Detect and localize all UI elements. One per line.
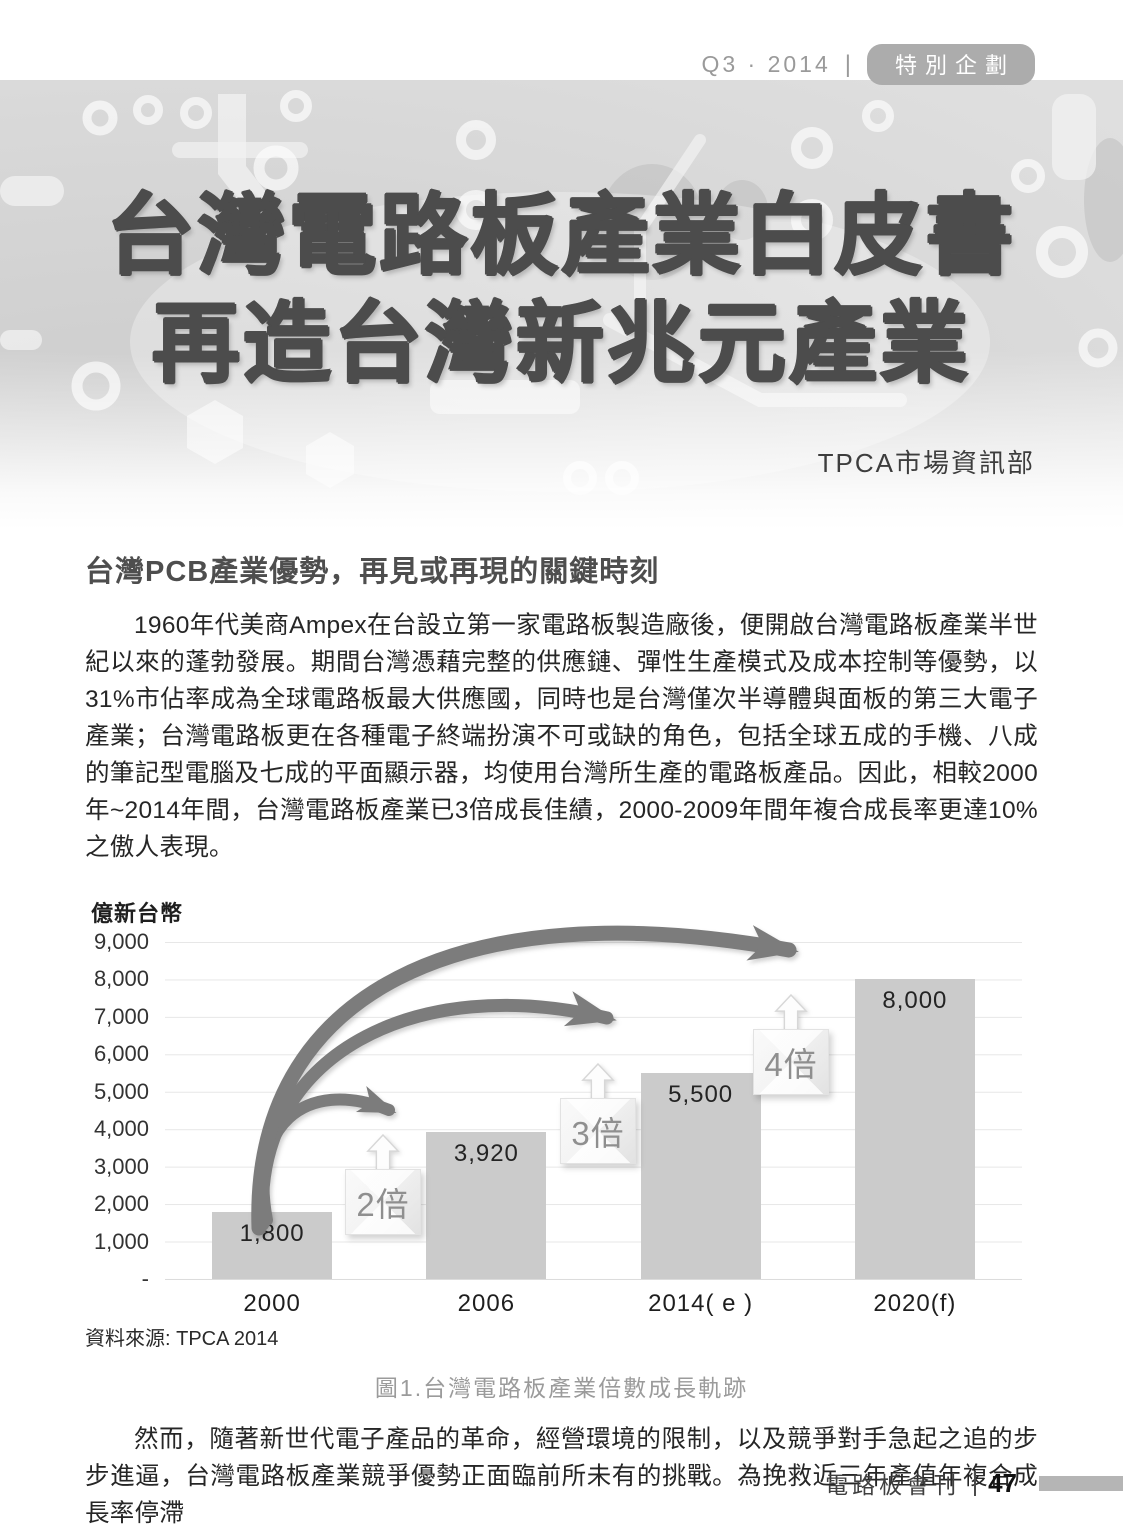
y-axis-tick: 8,000 — [93, 966, 149, 992]
multiplier-label: 2倍 — [345, 1169, 421, 1235]
page-meta: Q3 · 2014 | 特別企劃 — [701, 44, 1035, 85]
page-title-line1: 台灣電路板產業白皮書 — [106, 186, 1017, 285]
up-arrow-icon — [581, 1063, 615, 1101]
chart-plot: 1,800 3,920 5,500 8,000 — [165, 925, 1022, 1280]
hero-banner: 台灣電路板產業白皮書 再造台灣新兆元產業 TPCA市場資訊部 — [0, 80, 1123, 530]
multiplier-callout-3x: 3倍 — [560, 1063, 636, 1164]
bar-value-label: 8,000 — [882, 987, 948, 1015]
multiplier-callout-4x: 4倍 — [753, 994, 829, 1095]
issue-label: Q3 · 2014 — [701, 51, 831, 77]
chart-x-axis: 2000 2006 2014( e ) 2020(f) — [165, 1290, 1022, 1318]
bar: 8,000 — [854, 979, 975, 1279]
y-axis-tick: 4,000 — [93, 1116, 149, 1142]
multiplier-text: 2倍 — [356, 1186, 410, 1223]
y-axis-tick: 3,000 — [93, 1153, 149, 1179]
page-footer: 電路板會刊 47 — [825, 1466, 1123, 1500]
y-axis-tick: 5,000 — [93, 1078, 149, 1104]
x-axis-label: 2000 — [243, 1290, 301, 1317]
up-arrow-icon — [366, 1134, 400, 1172]
multiplier-text: 3倍 — [571, 1115, 625, 1152]
y-axis-tick: - — [141, 1266, 149, 1291]
footer-divider — [974, 1470, 977, 1496]
multiplier-text: 4倍 — [764, 1046, 818, 1083]
y-axis-tick: 6,000 — [93, 1041, 149, 1067]
y-axis-tick: 1,000 — [93, 1228, 149, 1254]
y-axis-tick: 2,000 — [93, 1191, 149, 1217]
bar-group: 3,920 — [379, 942, 593, 1279]
body-paragraph-1: 1960年代美商Ampex在台設立第一家電路板製造廠後，便開啟台灣電路板產業半世… — [85, 612, 1038, 861]
footer-accent-block — [1039, 1475, 1123, 1491]
journal-name: 電路板會刊 — [825, 1472, 961, 1498]
meta-divider: | — [844, 50, 851, 78]
page-number: 47 — [988, 1467, 1017, 1498]
chart-y-axis: 9,000 8,000 7,000 6,000 5,000 4,000 3,000 2,000… — [85, 929, 165, 1291]
multiplier-callout-2x: 2倍 — [345, 1134, 421, 1235]
x-axis-label: 2006 — [457, 1290, 516, 1317]
bar: 3,920 — [426, 1132, 547, 1279]
growth-arrows-graphic — [251, 925, 799, 1236]
page-title-line2: 再造台灣新兆元產業 — [151, 294, 971, 393]
figure-caption: 圖1.台灣電路板產業倍數成長軌跡 — [374, 1375, 749, 1401]
x-axis-label: 2020(f) — [873, 1290, 957, 1317]
body-paragraph-2: 然而，隨著新世代電子產品的革命，經營環境的限制，以及競爭對手急起之追的步步進逼，… — [85, 1426, 1038, 1527]
bar-group: 8,000 — [808, 942, 1022, 1279]
growth-chart-figure: 億新台幣 9,000 8,000 7,000 6,000 5,000 4,000 3,000… — [85, 896, 1038, 1403]
bar-value-label: 1,800 — [239, 1219, 305, 1247]
up-arrow-icon — [774, 994, 808, 1032]
multiplier-label: 4倍 — [753, 1029, 829, 1095]
multiplier-label: 3倍 — [560, 1098, 636, 1164]
bar-value-label: 5,500 — [668, 1081, 734, 1109]
y-axis-tick: 7,000 — [93, 1003, 149, 1029]
chart-y-axis-title: 億新台幣 — [91, 901, 184, 926]
special-feature-badge: 特別企劃 — [867, 44, 1035, 85]
chart-source: 資料來源: TPCA 2014 — [85, 1328, 279, 1350]
pcb-circuit-background — [0, 80, 1123, 530]
bar-group: 5,500 — [594, 942, 808, 1279]
bar: 5,500 — [640, 1073, 761, 1279]
author-byline: TPCA市場資訊部 — [817, 448, 1035, 478]
section-heading: 台灣PCB產業優勢，再見或再現的關鍵時刻 — [85, 556, 660, 588]
bar-value-label: 3,920 — [453, 1140, 519, 1168]
y-axis-tick: 9,000 — [93, 929, 149, 954]
chart-plot-area: 9,000 8,000 7,000 6,000 5,000 4,000 3,000 2,000… — [85, 925, 1038, 1291]
article-body: 台灣PCB產業優勢，再見或再現的關鍵時刻 1960年代美商Ampex在台設立第一… — [85, 548, 1038, 1532]
x-axis-label: 2014( e ) — [648, 1290, 754, 1317]
